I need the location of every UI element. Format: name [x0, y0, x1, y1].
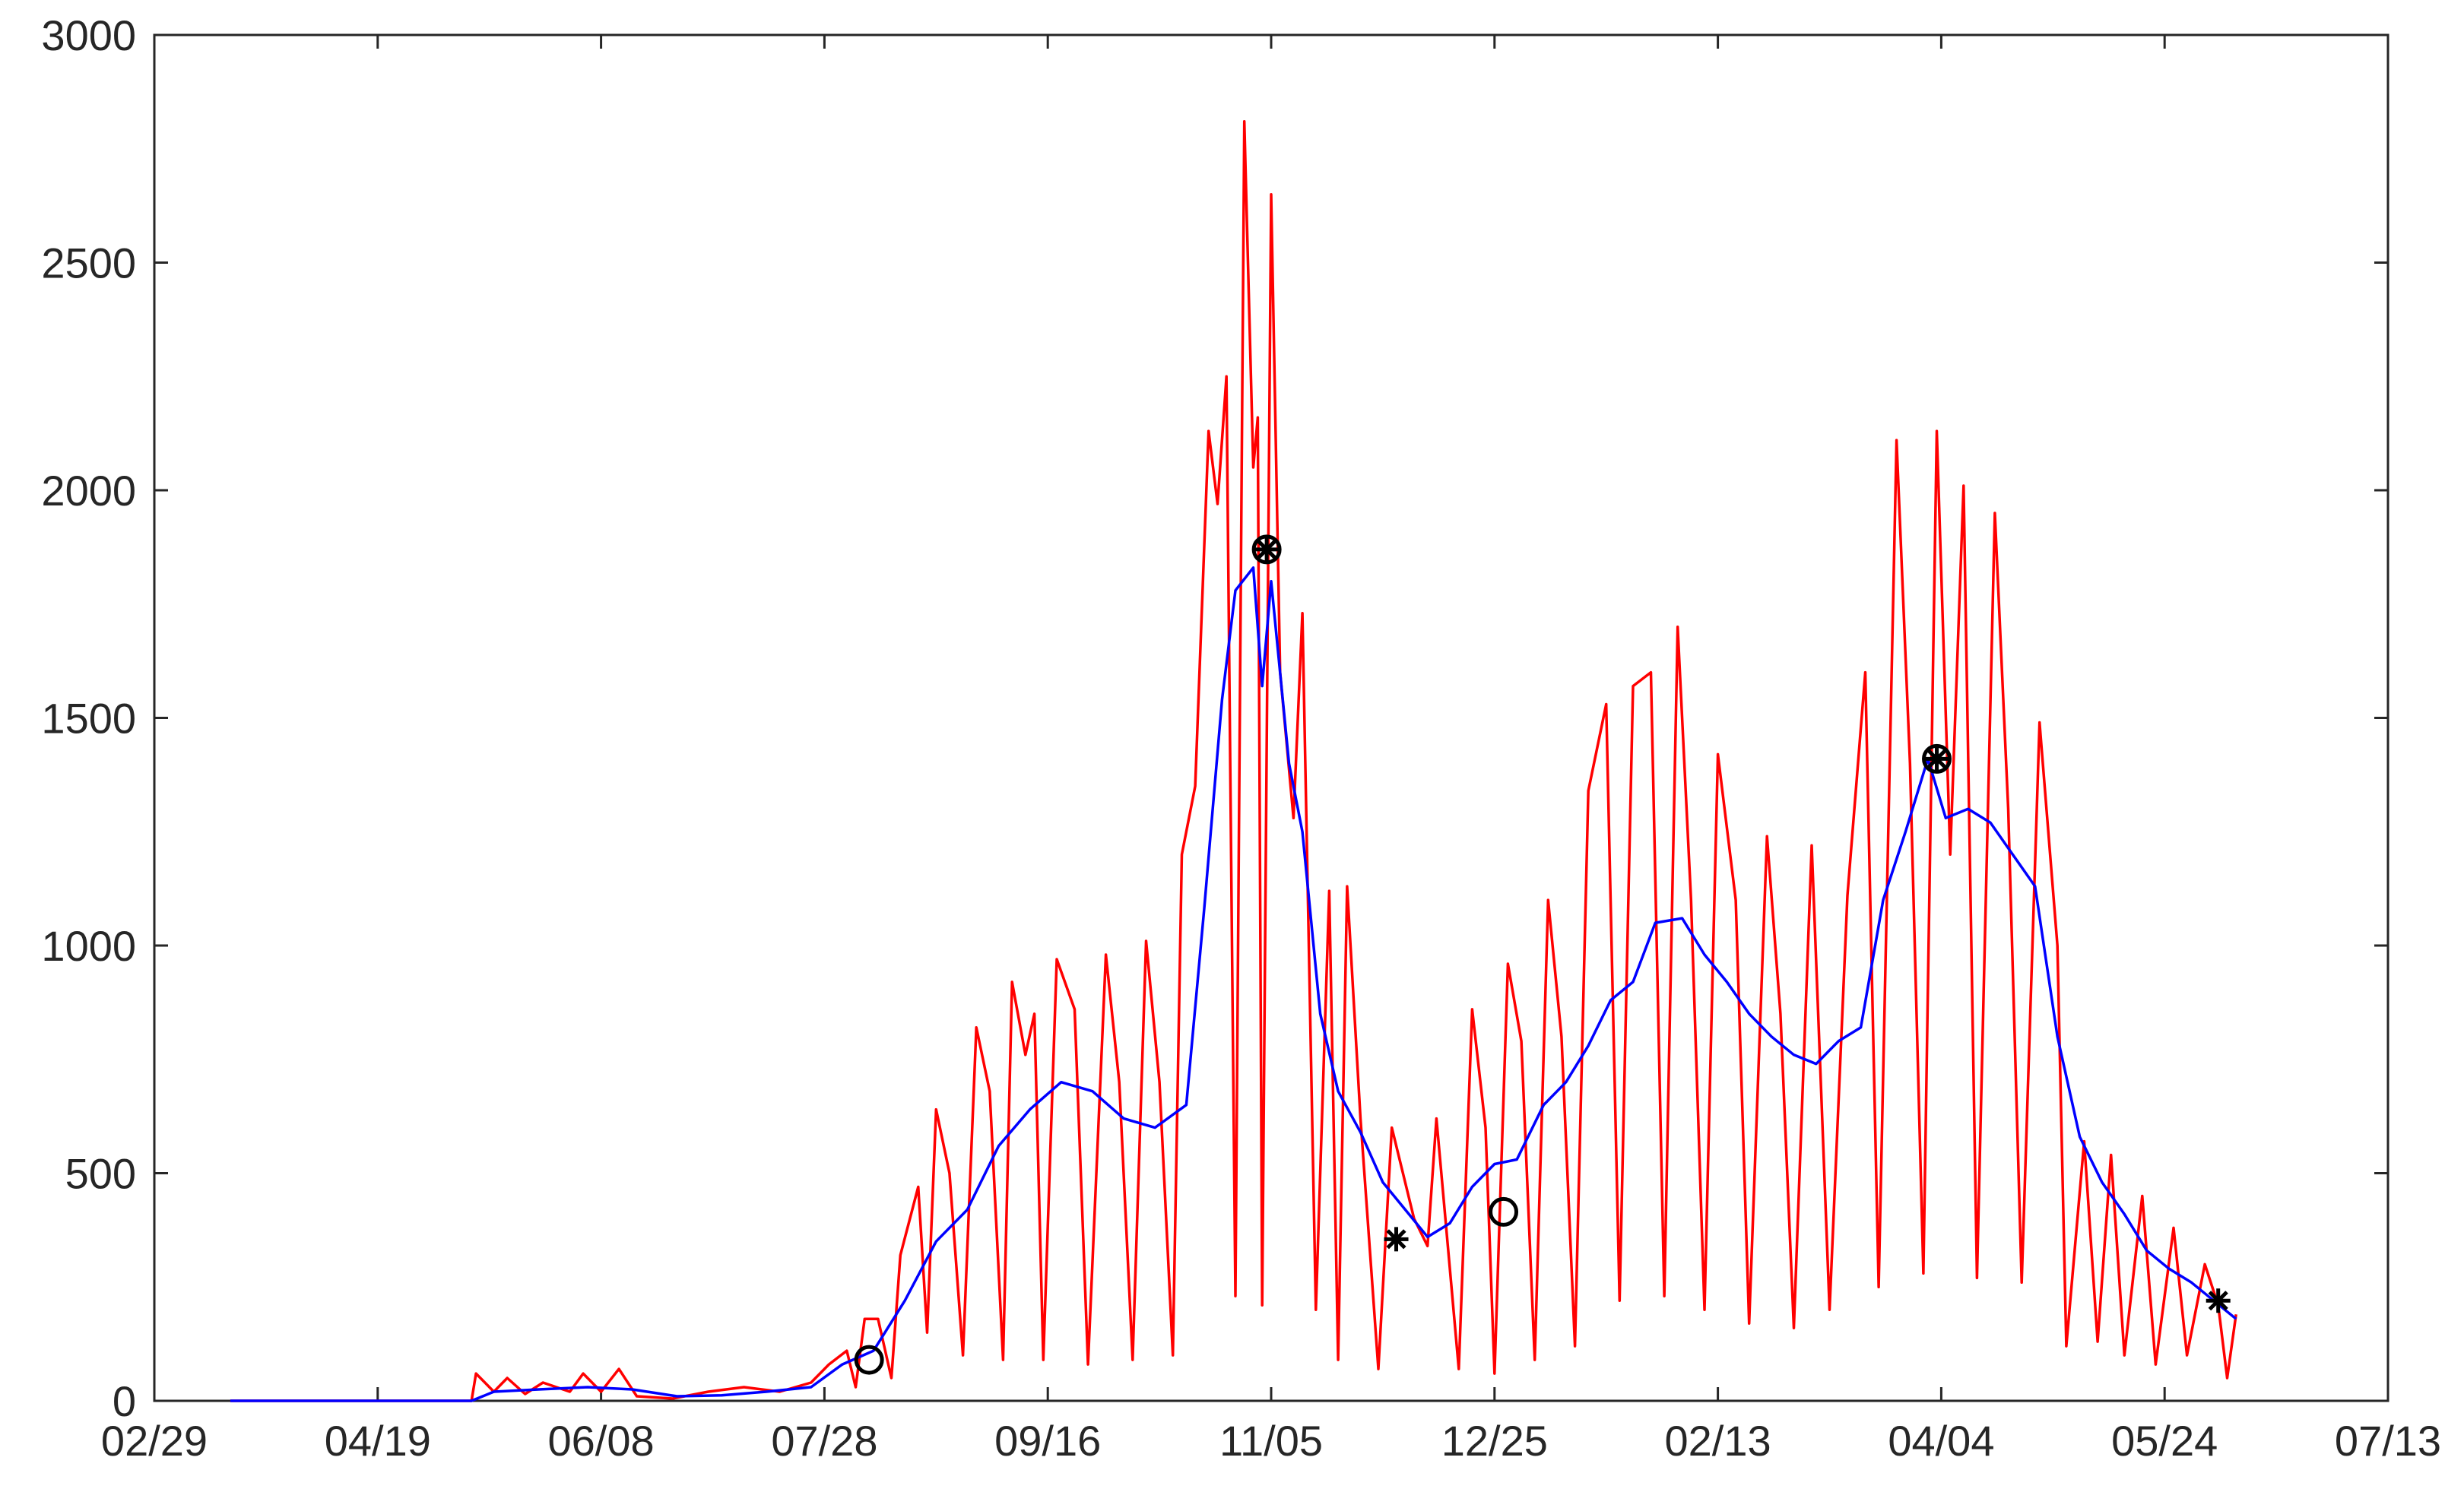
asterisk-marker — [1254, 537, 1280, 562]
circle-marker — [1922, 743, 1952, 774]
x-tick-label: 05/24 — [2111, 1417, 2218, 1465]
circle-marker — [1251, 534, 1282, 565]
circle-marker — [854, 1345, 884, 1375]
x-tick-label: 09/16 — [994, 1417, 1101, 1465]
y-tick-label: 0 — [113, 1377, 136, 1425]
x-tick-label: 04/19 — [325, 1417, 431, 1465]
asterisk-marker — [2206, 1288, 2231, 1313]
series-line-red — [230, 120, 2237, 1402]
y-tick-label: 1000 — [41, 922, 136, 970]
axis-ticks — [153, 33, 2389, 1402]
series-line-blue — [230, 566, 2237, 1402]
x-tick-label: 07/28 — [771, 1417, 877, 1465]
y-tick-label: 500 — [65, 1150, 136, 1198]
x-tick-label: 02/29 — [101, 1417, 208, 1465]
x-tick-label: 06/08 — [548, 1417, 655, 1465]
series-layer — [230, 120, 2237, 1402]
y-tick-label: 2000 — [41, 467, 136, 515]
asterisk-marker — [1924, 746, 1949, 771]
y-tick-label: 2500 — [41, 239, 136, 287]
x-tick-label: 02/13 — [1665, 1417, 1771, 1465]
x-tick-label: 11/05 — [1219, 1417, 1323, 1465]
markers-layer — [854, 534, 2231, 1375]
circle-marker — [1489, 1196, 1519, 1227]
x-tick-label: 12/25 — [1441, 1417, 1548, 1465]
x-tick-label: 04/04 — [1888, 1417, 1994, 1465]
tick-labels: 02/29 04/19 06/08 07/28 09/16 11/05 12/25 02/13… — [41, 11, 2441, 1465]
asterisk-marker — [1384, 1227, 1409, 1252]
x-tick-label: 07/13 — [2335, 1417, 2441, 1465]
y-tick-label: 1500 — [41, 695, 136, 743]
y-tick-label: 3000 — [41, 11, 136, 59]
